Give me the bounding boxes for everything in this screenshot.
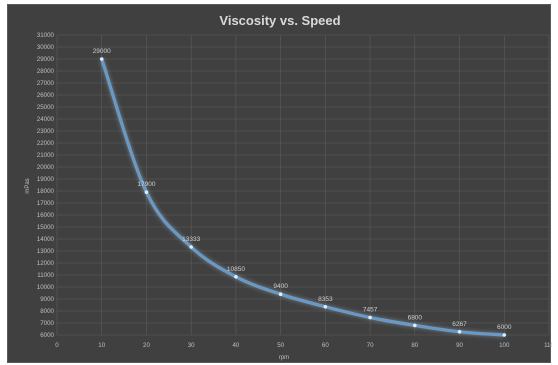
- data-label: 9400: [273, 283, 288, 290]
- viscosity-chart: 29000 17900 13333 10850 9400 8353 7457 6800 6267…: [25, 13, 552, 361]
- x-tick-label: 30: [188, 342, 195, 349]
- x-tick-label: 40: [232, 342, 239, 349]
- y-tick-label: 31000: [37, 32, 55, 39]
- y-tick-label: 9000: [40, 296, 54, 303]
- x-tick-label: 80: [411, 342, 418, 349]
- axes: 6000 7000 8000 9000 10000 11000 12000 13000 1400…: [37, 32, 552, 349]
- x-tick-label: 100: [499, 342, 510, 349]
- y-tick-label: 21000: [37, 152, 55, 159]
- x-tick-label: 10: [98, 342, 105, 349]
- series-viscosity: [99, 57, 507, 337]
- data-point: [457, 329, 462, 334]
- data-label: 8353: [318, 296, 333, 303]
- x-tick-label: 20: [143, 342, 150, 349]
- y-tick-label: 23000: [37, 128, 55, 135]
- y-tick-label: 30000: [37, 44, 55, 51]
- data-point: [144, 190, 149, 194]
- y-tick-label: 14000: [37, 236, 55, 243]
- series-line: [100, 58, 505, 336]
- y-tick-label: 13000: [37, 248, 55, 255]
- data-point: [189, 245, 193, 249]
- data-label: 29000: [93, 48, 111, 55]
- data-label: 10850: [227, 266, 245, 273]
- data-label: 17900: [137, 181, 155, 188]
- data-point: [99, 57, 104, 61]
- data-labels: 29000 17900 13333 10850 9400 8353 7457 6800 6267…: [93, 48, 512, 331]
- chart-area: 29000 17900 13333 10850 9400 8353 7457 6800 6267…: [7, 4, 552, 363]
- data-point: [368, 315, 372, 320]
- y-tick-label: 16000: [37, 212, 55, 219]
- x-tick-label: 60: [322, 342, 329, 349]
- x-tick-label: 90: [456, 342, 463, 349]
- y-tick-label: 19000: [37, 176, 55, 183]
- data-point: [278, 292, 283, 297]
- data-point: [323, 304, 328, 309]
- y-tick-label: 7000: [40, 320, 54, 327]
- y-axis-title: mPas: [25, 178, 31, 193]
- y-tick-label: 20000: [37, 164, 55, 171]
- x-tick-label: 0: [55, 342, 59, 349]
- series-line-glow: [100, 58, 505, 337]
- y-tick-label: 15000: [37, 224, 55, 231]
- y-tick-label: 26000: [37, 92, 55, 99]
- y-tick-label: 10000: [37, 284, 55, 291]
- x-tick-label: 50: [277, 342, 284, 349]
- data-label: 13333: [182, 236, 200, 243]
- y-tick-label: 8000: [40, 308, 54, 315]
- y-tick-label: 18000: [37, 188, 55, 195]
- data-point: [413, 323, 417, 328]
- x-tick-label: 110: [544, 342, 552, 349]
- y-tick-label: 12000: [37, 260, 55, 267]
- gridlines: [56, 34, 550, 336]
- data-point: [502, 333, 507, 337]
- y-tick-label: 22000: [37, 140, 55, 147]
- x-axis-title: rpm: [279, 355, 289, 361]
- x-tick-label: 70: [367, 342, 374, 349]
- data-label: 6800: [408, 314, 423, 321]
- data-label: 7457: [363, 307, 378, 314]
- chart-title: Viscosity vs. Speed: [219, 13, 340, 28]
- y-tick-label: 11000: [37, 272, 54, 279]
- y-tick-label: 24000: [37, 116, 55, 123]
- data-label: 6267: [452, 321, 467, 328]
- y-tick-label: 6000: [40, 332, 54, 339]
- y-tick-label: 25000: [37, 104, 55, 111]
- y-tick-label: 27000: [37, 80, 55, 87]
- y-tick-label: 29000: [37, 56, 55, 63]
- y-tick-label: 17000: [37, 200, 55, 207]
- y-tick-label: 28000: [37, 68, 55, 75]
- data-point: [234, 275, 238, 279]
- data-label: 6000: [497, 324, 512, 331]
